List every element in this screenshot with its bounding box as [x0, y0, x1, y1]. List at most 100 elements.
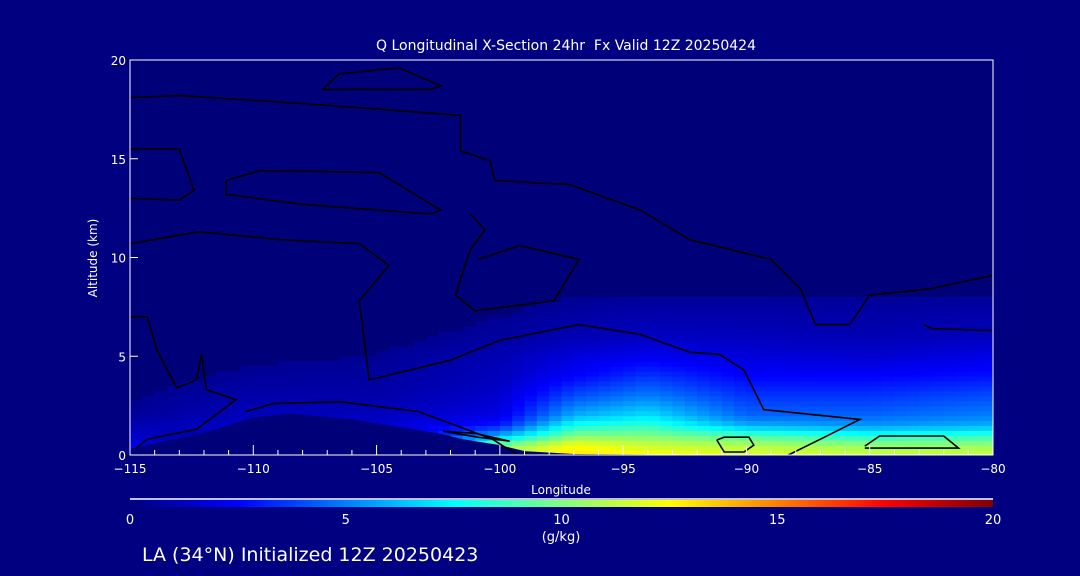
moisture-cell: [771, 316, 785, 323]
moisture-cell: [832, 356, 846, 362]
moisture-cell: [869, 400, 883, 407]
moisture-cell: [536, 445, 550, 451]
moisture-cell: [549, 430, 563, 436]
moisture-cell: [820, 450, 834, 455]
moisture-cell: [475, 410, 489, 417]
moisture-cell: [734, 371, 748, 377]
moisture-cell: [845, 450, 858, 455]
moisture-cell: [808, 445, 821, 451]
moisture-cell: [364, 395, 378, 402]
moisture-cell: [512, 311, 526, 318]
moisture-cell: [968, 405, 982, 412]
moisture-cell: [561, 297, 575, 303]
moisture-cell: [536, 341, 550, 347]
moisture-cell: [882, 430, 895, 436]
moisture-cell: [462, 400, 476, 407]
moisture-cell: [882, 440, 895, 446]
moisture-cell: [549, 371, 563, 377]
moisture-cell: [586, 297, 600, 303]
moisture-cell: [154, 405, 168, 412]
moisture-cell: [228, 395, 242, 402]
moisture-cell: [351, 415, 365, 422]
moisture-cell: [783, 385, 797, 392]
moisture-cell: [771, 326, 785, 333]
moisture-cell: [808, 425, 821, 431]
moisture-cell: [795, 316, 809, 323]
moisture-cell: [820, 326, 834, 333]
moisture-cell: [425, 380, 439, 387]
moisture-cell: [376, 400, 390, 407]
moisture-cell: [438, 390, 452, 397]
moisture-cell: [980, 371, 993, 377]
moisture-cell: [573, 395, 587, 402]
moisture-cell: [869, 440, 883, 446]
contour-line: [716, 436, 755, 453]
moisture-cell: [586, 301, 600, 308]
moisture-cell: [524, 341, 538, 347]
moisture-cell: [795, 415, 809, 422]
moisture-cell: [376, 420, 390, 426]
moisture-cell: [438, 351, 452, 357]
moisture-cell: [561, 445, 575, 451]
moisture-cell: [586, 405, 600, 412]
moisture-cell: [450, 351, 464, 357]
moisture-cell: [783, 361, 797, 367]
moisture-cell: [610, 390, 624, 397]
moisture-cell: [265, 395, 279, 402]
moisture-cell: [672, 410, 686, 417]
moisture-cell: [845, 395, 858, 402]
moisture-cell: [339, 415, 353, 422]
moisture-cell: [697, 380, 711, 387]
moisture-cell: [154, 400, 168, 407]
moisture-cell: [746, 341, 760, 347]
moisture-cell: [894, 371, 908, 377]
moisture-cell: [906, 351, 920, 357]
moisture-cell: [832, 301, 846, 308]
moisture-cell: [980, 361, 993, 367]
moisture-cell: [499, 380, 513, 387]
moisture-cell: [413, 415, 427, 422]
moisture-cell: [536, 400, 550, 407]
moisture-cell: [536, 356, 550, 362]
moisture-cell: [401, 356, 415, 362]
moisture-cell: [894, 301, 908, 308]
moisture-cell: [586, 336, 600, 343]
moisture-cell: [808, 420, 821, 426]
moisture-cell: [931, 331, 945, 338]
moisture-cell: [758, 415, 772, 422]
moisture-cell: [845, 341, 858, 347]
moisture-cell: [191, 420, 205, 426]
moisture-cell: [869, 361, 883, 367]
moisture-cell: [561, 371, 575, 377]
moisture-cell: [524, 361, 538, 367]
moisture-cell: [462, 356, 476, 362]
moisture-cell: [832, 395, 846, 402]
moisture-cell: [709, 297, 723, 303]
moisture-cell: [413, 405, 427, 412]
moisture-cell: [388, 351, 402, 357]
moisture-cell: [906, 361, 920, 367]
moisture-cell: [401, 390, 415, 397]
moisture-cell: [697, 311, 711, 318]
moisture-cell: [956, 425, 969, 431]
moisture-cell: [499, 420, 513, 426]
moisture-cell: [820, 361, 834, 367]
moisture-cell: [203, 376, 217, 382]
moisture-cell: [783, 380, 797, 387]
moisture-cell: [598, 316, 612, 323]
moisture-cell: [980, 445, 993, 451]
moisture-cell: [598, 361, 612, 367]
moisture-cell: [339, 405, 353, 412]
moisture-cell: [413, 376, 427, 382]
moisture-cell: [302, 390, 316, 397]
moisture-cell: [512, 361, 526, 367]
moisture-cell: [598, 371, 612, 377]
moisture-cell: [179, 410, 193, 417]
moisture-cell: [808, 380, 821, 387]
moisture-cell: [721, 326, 735, 333]
moisture-cell: [956, 385, 969, 392]
moisture-cell: [327, 390, 341, 397]
moisture-cell: [734, 405, 748, 412]
moisture-cell: [499, 400, 513, 407]
moisture-cell: [758, 341, 772, 347]
